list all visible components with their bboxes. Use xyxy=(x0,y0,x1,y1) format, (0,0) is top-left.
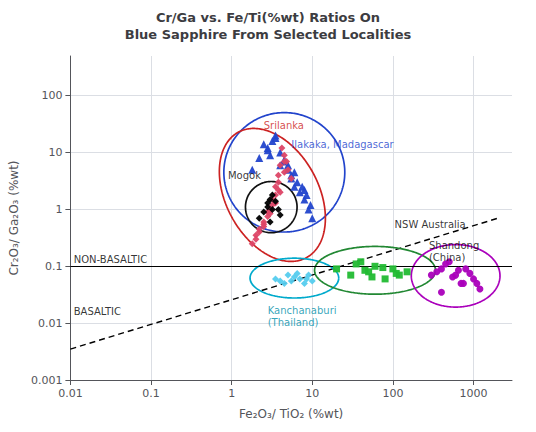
svg-text:BASALTIC: BASALTIC xyxy=(74,306,121,317)
svg-text:Shandong: Shandong xyxy=(429,240,479,251)
svg-text:0.1: 0.1 xyxy=(142,387,160,400)
svg-text:0.1: 0.1 xyxy=(45,260,63,273)
svg-text:Kanchanaburi: Kanchanaburi xyxy=(268,305,337,316)
svg-text:1000: 1000 xyxy=(460,387,488,400)
svg-text:0.01: 0.01 xyxy=(38,317,63,330)
svg-text:10: 10 xyxy=(305,387,319,400)
svg-text:0.01: 0.01 xyxy=(58,387,83,400)
svg-text:Cr₂O₃/ Ga₂O₃ (%wt): Cr₂O₃/ Ga₂O₃ (%wt) xyxy=(7,160,21,275)
svg-text:NSW Australia: NSW Australia xyxy=(395,219,466,230)
svg-text:1: 1 xyxy=(55,203,62,216)
svg-text:(Thailand): (Thailand) xyxy=(268,317,319,328)
svg-text:100: 100 xyxy=(382,387,403,400)
svg-text:Cr/Ga vs. Fe/Ti(%wt) Ratios On: Cr/Ga vs. Fe/Ti(%wt) Ratios On xyxy=(156,10,380,25)
svg-text:10: 10 xyxy=(48,146,62,159)
svg-text:100: 100 xyxy=(41,89,62,102)
svg-text:1: 1 xyxy=(228,387,235,400)
svg-text:Blue Sapphire From Selected Lo: Blue Sapphire From Selected Localities xyxy=(125,27,412,42)
svg-text:Ilakaka, Madagascar: Ilakaka, Madagascar xyxy=(291,139,394,150)
svg-text:Mogok: Mogok xyxy=(228,170,261,181)
svg-text:Srilanka: Srilanka xyxy=(264,120,304,131)
svg-text:(China): (China) xyxy=(429,252,465,263)
svg-text:0.001: 0.001 xyxy=(31,374,63,387)
svg-text:NON-BASALTIC: NON-BASALTIC xyxy=(74,254,147,265)
svg-text:Fe₂O₃/ TiO₂ (%wt): Fe₂O₃/ TiO₂ (%wt) xyxy=(239,407,343,421)
